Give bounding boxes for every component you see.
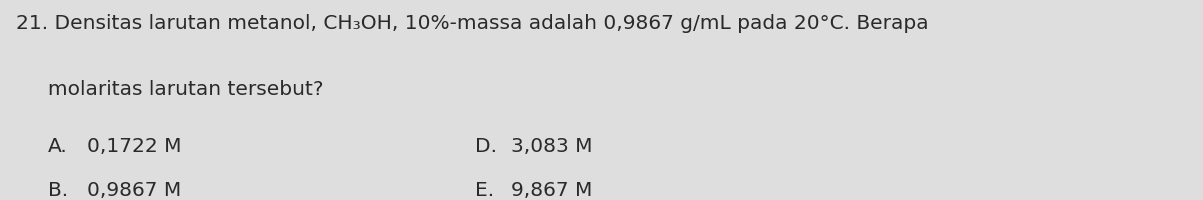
Text: 0,9867 M: 0,9867 M (87, 180, 180, 199)
Text: A.: A. (48, 136, 67, 155)
Text: 3,083 M: 3,083 M (511, 136, 593, 155)
Text: 0,1722 M: 0,1722 M (87, 136, 182, 155)
Text: molaritas larutan tersebut?: molaritas larutan tersebut? (16, 80, 324, 99)
Text: E.: E. (475, 180, 494, 199)
Text: D.: D. (475, 136, 497, 155)
Text: B.: B. (48, 180, 69, 199)
Text: 9,867 M: 9,867 M (511, 180, 593, 199)
Text: 21. Densitas larutan metanol, CH₃OH, 10%-massa adalah 0,9867 g/mL pada 20°C. Ber: 21. Densitas larutan metanol, CH₃OH, 10%… (16, 14, 929, 33)
